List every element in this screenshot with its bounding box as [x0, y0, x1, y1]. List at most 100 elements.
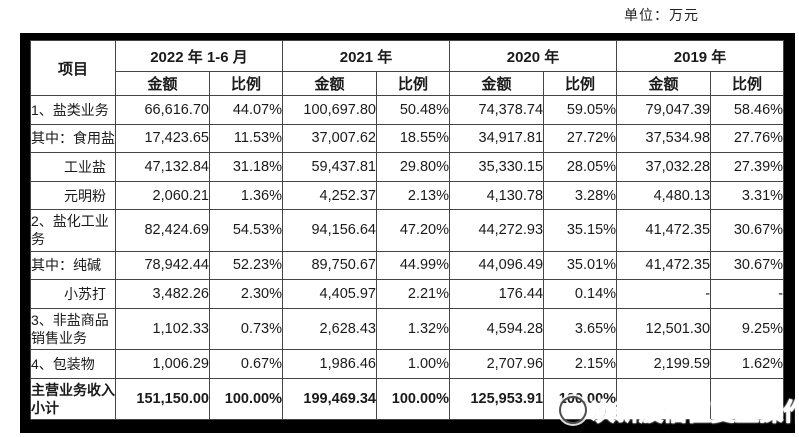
ratio-cell: 27.39%: [710, 152, 785, 182]
amount-cell: 100,697.80: [282, 95, 377, 125]
ratio-cell: 2.13%: [375, 180, 451, 211]
amount-cell: 4,130.78: [449, 180, 545, 211]
table-row: 3、非盐商品销售业务 1,102.33 0.73% 2,628.43 1.32% 4,59…: [30, 307, 785, 351]
table-row: 4、包装物 1,006.29 0.67% 1,986.46 1.00% 2,707.96 2…: [30, 349, 785, 379]
ratio-cell: -: [710, 279, 785, 309]
amount-header: 金额: [449, 71, 545, 96]
ratio-cell: 0.73%: [209, 307, 283, 351]
ratio-cell: 2.21%: [375, 279, 451, 309]
amount-cell: 59,437.81: [282, 152, 377, 182]
col-group-2021: 2021 年: [281, 40, 451, 72]
table-row: 1、盐类业务 66,616.70 44.07% 100,697.80 50.48% 74,…: [30, 95, 785, 125]
amount-cell: 47,132.84: [115, 152, 210, 182]
amount-cell: 17,423.65: [115, 123, 210, 154]
col-group-2020: 2020 年: [449, 40, 618, 72]
amount-cell: 89,750.67: [282, 250, 377, 281]
row-label: 小苏打: [30, 279, 116, 309]
ratio-cell: 0.67%: [209, 349, 283, 379]
ratio-cell: 1.36%: [209, 180, 283, 211]
ratio-cell: 58.46%: [710, 95, 785, 125]
table-row: 工业盐 47,132.84 31.18% 59,437.81 29.80% 35,330.…: [30, 152, 785, 182]
amount-cell: 1,102.33: [115, 307, 210, 351]
ratio-cell: 100.00%: [209, 377, 283, 421]
table-row: 其中：纯碱 78,942.44 52.23% 89,750.67 44.99% 44,09…: [30, 250, 785, 281]
amount-cell: 176.44: [449, 279, 545, 309]
amount-cell: -: [616, 279, 712, 309]
ratio-cell: 3.28%: [543, 180, 618, 211]
amount-cell: 2,199.59: [616, 349, 712, 379]
watermark-circle-icon: [559, 396, 587, 424]
amount-cell: 2,628.43: [282, 307, 377, 351]
ratio-cell: 9.25%: [710, 307, 785, 351]
amount-cell: 74,378.74: [449, 95, 545, 125]
ratio-cell: 18.55%: [375, 123, 451, 154]
amount-cell: 44,272.93: [449, 209, 545, 252]
ratio-cell: 44.99%: [375, 250, 451, 281]
table-row: 元明粉 2,060.21 1.36% 4,252.37 2.13% 4,130.78 3.2…: [30, 180, 785, 211]
ratio-header: 比例: [710, 71, 785, 96]
amount-cell: 3,482.26: [115, 279, 210, 309]
ratio-cell: 27.72%: [543, 123, 618, 154]
ratio-cell: 29.80%: [375, 152, 451, 182]
row-label: 主营业务收入小计: [30, 377, 116, 421]
amount-cell: 66,616.70: [115, 95, 210, 125]
ratio-header: 比例: [209, 71, 283, 96]
col-group-2019: 2019 年: [616, 40, 785, 72]
amount-cell: 94,156.64: [282, 209, 377, 252]
item-column-header: 项目: [30, 40, 116, 96]
ratio-cell: 59.05%: [543, 95, 618, 125]
amount-cell: 12,501.30: [616, 307, 712, 351]
amount-cell: 2,707.96: [449, 349, 545, 379]
amount-cell: 1,006.29: [115, 349, 210, 379]
table-row: 小苏打 3,482.26 2.30% 4,405.97 2.21% 176.44 0.14%…: [30, 279, 785, 309]
ratio-cell: 35.01%: [543, 250, 618, 281]
amount-cell: 37,534.98: [616, 123, 712, 154]
amount-cell: 37,007.62: [282, 123, 377, 154]
amount-cell: 79,047.39: [616, 95, 712, 125]
row-label: 2、盐化工业务: [30, 209, 116, 252]
ratio-cell: 52.23%: [209, 250, 283, 281]
amount-cell: 78,942.44: [115, 250, 210, 281]
amount-cell: 4,405.97: [282, 279, 377, 309]
ratio-cell: 50.48%: [375, 95, 451, 125]
ratio-cell: 27.76%: [710, 123, 785, 154]
ratio-cell: 1.00%: [375, 349, 451, 379]
row-label: 3、非盐商品销售业务: [30, 307, 116, 351]
ratio-cell: 1.62%: [710, 349, 785, 379]
ratio-cell: 30.67%: [710, 209, 785, 252]
ratio-header: 比例: [543, 71, 618, 96]
col-group-2022: 2022 年 1-6 月: [115, 40, 283, 72]
row-label: 其中：食用盐: [30, 123, 116, 154]
ratio-cell: 31.18%: [209, 152, 283, 182]
ratio-cell: 100.00%: [375, 377, 451, 421]
ratio-cell: 35.15%: [543, 209, 618, 252]
ratio-cell: 28.05%: [543, 152, 618, 182]
row-label: 工业盐: [30, 152, 116, 182]
row-label: 其中：纯碱: [30, 250, 116, 281]
row-label: 1、盐类业务: [30, 95, 116, 125]
ratio-cell: 3.31%: [710, 180, 785, 211]
amount-header: 金额: [115, 71, 210, 96]
ratio-cell: 30.67%: [710, 250, 785, 281]
ratio-cell: 2.30%: [209, 279, 283, 309]
table-row: 2、盐化工业务 82,424.69 54.53% 94,156.64 47.20% 44,…: [30, 209, 785, 252]
amount-header: 金额: [282, 71, 377, 96]
ratio-cell: 2.15%: [543, 349, 618, 379]
amount-cell: 2,060.21: [115, 180, 210, 211]
amount-header: 金额: [616, 71, 712, 96]
amount-cell: 4,252.37: [282, 180, 377, 211]
amount-cell: 37,032.28: [616, 152, 712, 182]
amount-cell: 44,096.49: [449, 250, 545, 281]
ratio-header: 比例: [375, 71, 451, 96]
amount-cell: 125,953.91: [449, 377, 545, 421]
ratio-cell: 3.65%: [543, 307, 618, 351]
ratio-cell: 1.32%: [375, 307, 451, 351]
amount-cell: 4,594.28: [449, 307, 545, 351]
table-body: 1、盐类业务 66,616.70 44.07% 100,697.80 50.48% 74,…: [30, 95, 785, 421]
ratio-cell: [710, 377, 785, 421]
amount-cell: 35,330.15: [449, 152, 545, 182]
amount-cell: [616, 377, 712, 421]
row-label: 4、包装物: [30, 349, 116, 379]
amount-cell: 151,150.00: [115, 377, 210, 421]
unit-label: 单位：万元: [624, 9, 699, 24]
